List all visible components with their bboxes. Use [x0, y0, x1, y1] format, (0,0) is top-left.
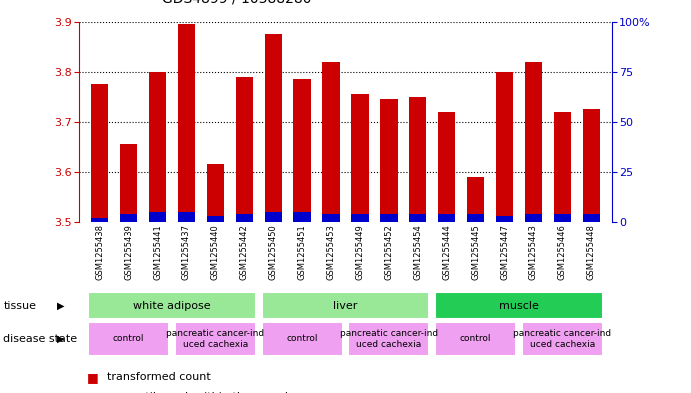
Text: control: control	[286, 334, 318, 343]
Text: GSM1255442: GSM1255442	[240, 224, 249, 280]
Text: GDS4899 / 10388280: GDS4899 / 10388280	[162, 0, 312, 6]
Text: GSM1255444: GSM1255444	[442, 224, 451, 280]
Bar	[120, 144, 138, 222]
Text: pancreatic cancer-ind
uced cachexia: pancreatic cancer-ind uced cachexia	[340, 329, 438, 349]
Bar	[236, 77, 253, 222]
Bar	[583, 214, 600, 222]
Text: GSM1255446: GSM1255446	[558, 224, 567, 280]
Bar	[265, 34, 282, 222]
Text: ▶: ▶	[57, 301, 64, 310]
Bar	[351, 94, 368, 222]
Bar	[467, 214, 484, 222]
Bar	[524, 214, 542, 222]
Bar	[380, 214, 397, 222]
Text: GSM1255438: GSM1255438	[95, 224, 104, 280]
Text: GSM1255448: GSM1255448	[587, 224, 596, 280]
Text: GSM1255454: GSM1255454	[413, 224, 422, 280]
Bar	[409, 97, 426, 222]
Bar	[207, 216, 224, 222]
Text: white adipose: white adipose	[133, 301, 211, 310]
Bar	[91, 84, 108, 222]
Bar	[467, 177, 484, 222]
FancyBboxPatch shape	[175, 322, 256, 356]
Text: percentile rank within the sample: percentile rank within the sample	[107, 392, 295, 393]
FancyBboxPatch shape	[348, 322, 429, 356]
Bar	[178, 24, 195, 222]
Bar	[351, 214, 368, 222]
Bar	[583, 109, 600, 222]
Text: GSM1255437: GSM1255437	[182, 224, 191, 280]
Bar	[265, 212, 282, 222]
Text: GSM1255452: GSM1255452	[384, 224, 393, 280]
FancyBboxPatch shape	[88, 292, 256, 319]
Bar	[178, 212, 195, 222]
Text: liver: liver	[333, 301, 358, 310]
Bar	[438, 214, 455, 222]
Text: pancreatic cancer-ind
uced cachexia: pancreatic cancer-ind uced cachexia	[513, 329, 612, 349]
Text: ▶: ▶	[57, 334, 64, 344]
Bar	[149, 212, 167, 222]
Bar	[91, 218, 108, 222]
Bar	[496, 216, 513, 222]
Text: GSM1255449: GSM1255449	[355, 224, 364, 280]
FancyBboxPatch shape	[262, 292, 429, 319]
Text: control: control	[460, 334, 491, 343]
Bar	[524, 62, 542, 222]
Text: GSM1255440: GSM1255440	[211, 224, 220, 280]
Text: GSM1255453: GSM1255453	[327, 224, 336, 280]
Bar	[409, 214, 426, 222]
Text: control: control	[113, 334, 144, 343]
Text: GSM1255450: GSM1255450	[269, 224, 278, 280]
Bar	[380, 99, 397, 222]
Bar	[236, 214, 253, 222]
FancyBboxPatch shape	[262, 322, 343, 356]
Bar	[149, 72, 167, 222]
FancyBboxPatch shape	[88, 322, 169, 356]
Text: GSM1255443: GSM1255443	[529, 224, 538, 280]
Bar	[553, 112, 571, 222]
Text: ■: ■	[86, 390, 98, 393]
Bar	[120, 214, 138, 222]
Bar	[294, 212, 311, 222]
Text: muscle: muscle	[499, 301, 539, 310]
Text: disease state: disease state	[3, 334, 77, 344]
Bar	[323, 214, 340, 222]
Text: GSM1255447: GSM1255447	[500, 224, 509, 280]
Text: GSM1255451: GSM1255451	[298, 224, 307, 280]
Bar	[496, 72, 513, 222]
Bar	[207, 164, 224, 222]
Text: ■: ■	[86, 371, 98, 384]
Bar	[553, 214, 571, 222]
Text: GSM1255441: GSM1255441	[153, 224, 162, 280]
Bar	[294, 79, 311, 222]
Text: pancreatic cancer-ind
uced cachexia: pancreatic cancer-ind uced cachexia	[167, 329, 265, 349]
Text: transformed count: transformed count	[107, 372, 211, 382]
Bar	[323, 62, 340, 222]
FancyBboxPatch shape	[435, 322, 516, 356]
Text: GSM1255439: GSM1255439	[124, 224, 133, 280]
Text: GSM1255445: GSM1255445	[471, 224, 480, 280]
FancyBboxPatch shape	[435, 292, 603, 319]
Bar	[438, 112, 455, 222]
FancyBboxPatch shape	[522, 322, 603, 356]
Text: tissue: tissue	[3, 301, 37, 310]
